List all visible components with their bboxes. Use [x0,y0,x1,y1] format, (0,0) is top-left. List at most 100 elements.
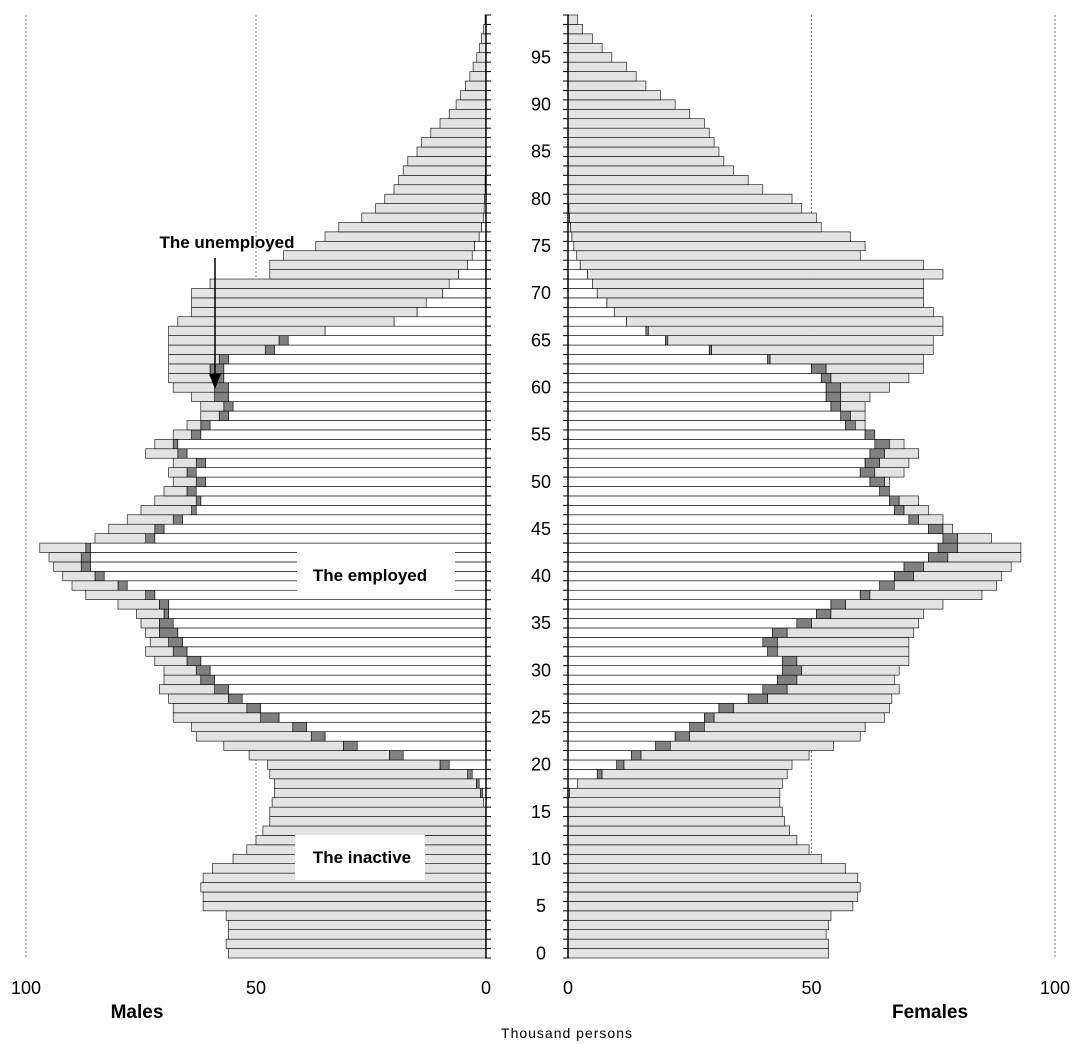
male-bar-inactive-age-27 [168,693,229,704]
female-bar-employed-age-47 [567,505,895,516]
female-bar-employed-age-73 [567,259,581,270]
female-bar-inactive-age-13 [567,825,790,836]
male-bar-unemployed-age-55 [191,429,202,440]
female-bar-inactive-age-3 [567,919,829,931]
male-bar-inactive-age-61 [168,373,215,384]
female-bar-inactive-age-40 [913,571,1002,582]
age-label-5: 5 [536,896,546,916]
female-bar-unemployed-age-22 [655,740,671,751]
male-bar-unemployed-age-27 [228,693,243,704]
female-bar-inactive-age-34 [786,627,915,638]
female-bar-inactive-age-63 [769,354,924,365]
female-bar-inactive-age-51 [874,467,905,478]
female-bar-employed-age-22 [567,740,656,751]
male-bar-inactive-age-38 [85,589,146,600]
female-bar-inactive-age-60 [840,382,890,393]
male-bar-employed-age-44 [154,533,487,544]
male-bar-employed-age-18 [478,778,487,789]
male-bar-inactive-age-28 [159,684,215,695]
female-bar-unemployed-age-28 [762,684,788,695]
male-bar-employed-age-54 [177,439,487,450]
female-bar-inactive-age-84 [567,156,725,167]
male-bar-inactive-age-72 [269,269,459,280]
female-bar-employed-age-54 [567,439,876,450]
female-bar-inactive-age-91 [567,90,661,101]
male-bar-inactive-age-68 [191,307,418,318]
male-bar-unemployed-age-23 [310,731,326,742]
female-bar-inactive-age-4 [567,910,832,921]
female-bar-inactive-age-28 [786,684,900,695]
female-bar-employed-age-35 [567,618,798,629]
female-bar-employed-age-70 [567,288,598,299]
female-bar-inactive-age-64 [711,344,934,355]
female-bar-inactive-age-21 [640,750,810,761]
male-bar-employed-age-34 [177,627,487,638]
female-bars [567,14,1022,959]
male-bar-inactive-age-33 [149,637,169,648]
age-label-55: 55 [531,425,551,445]
male-bar-employed-age-63 [228,354,487,365]
male-bar-employed-age-69 [425,297,487,308]
male-bar-inactive-age-86 [421,137,487,148]
male-bar-unemployed-age-40 [94,571,105,582]
female-bar-employed-age-42 [567,552,929,563]
female-bar-inactive-age-1 [567,938,829,949]
male-x-tick-50: 50 [246,978,266,998]
male-bar-unemployed-age-44 [145,533,156,544]
male-bar-inactive-age-4 [225,910,487,921]
female-bar-inactive-age-11 [567,844,810,855]
male-bar-inactive-age-20 [267,759,441,770]
males-label: Males [111,1002,164,1023]
male-bar-employed-age-48 [200,495,487,506]
female-bar-employed-age-38 [567,589,861,600]
male-bar-inactive-age-52 [172,457,197,468]
female-bar-unemployed-age-52 [864,457,880,468]
male-bar-employed-age-19 [471,769,487,780]
female-bar-inactive-age-88 [567,118,705,129]
male-bar-inactive-age-87 [430,127,487,138]
male-bar-unemployed-age-47 [191,505,197,516]
male-bar-inactive-age-90 [455,99,487,110]
male-bar-inactive-age-79 [375,203,485,214]
female-bar-inactive-age-93 [567,71,637,82]
female-bar-unemployed-age-48 [889,495,900,506]
female-bar-inactive-age-44 [957,533,992,544]
male-bar-employed-age-76 [478,231,487,242]
female-bar-unemployed-age-21 [631,750,642,761]
male-bar-employed-age-37 [168,599,487,610]
male-bar-employed-age-28 [228,684,487,695]
male-bar-employed-age-59 [228,391,487,402]
female-bar-employed-age-20 [567,759,618,770]
female-bar-employed-age-39 [567,580,880,591]
female-bar-employed-age-67 [567,316,627,327]
male-bar-inactive-age-32 [145,646,174,657]
female-bar-inactive-age-72 [587,269,944,280]
female-bar-unemployed-age-41 [903,561,924,572]
male-bar-employed-age-49 [195,486,487,497]
male-bar-employed-age-74 [471,250,487,261]
male-bar-inactive-age-95 [476,52,487,63]
axes [485,14,569,959]
female-bar-inactive-age-73 [579,259,924,270]
female-bar-employed-age-37 [567,599,832,610]
male-bar-unemployed-age-26 [246,703,261,714]
female-bar-employed-age-26 [567,703,720,714]
female-bar-employed-age-34 [567,627,773,638]
male-bar-unemployed-age-29 [200,674,215,685]
female-bar-inactive-age-7 [567,882,861,893]
male-bar-inactive-age-1 [225,938,487,949]
female-bar-inactive-age-53 [884,448,919,459]
male-bar-inactive-age-69 [191,297,427,308]
female-bar-employed-age-58 [567,401,832,412]
female-bar-inactive-age-25 [713,712,885,723]
male-bar-unemployed-age-57 [218,410,229,421]
male-bar-inactive-age-67 [177,316,395,327]
male-bar-employed-age-31 [200,655,487,666]
male-bar-inactive-age-19 [269,769,468,780]
female-bar-inactive-age-77 [570,222,822,233]
female-bar-inactive-age-19 [601,769,788,780]
female-bar-employed-age-46 [567,514,910,525]
male-bar-inactive-age-18 [274,778,477,789]
female-bar-inactive-age-29 [796,674,895,685]
